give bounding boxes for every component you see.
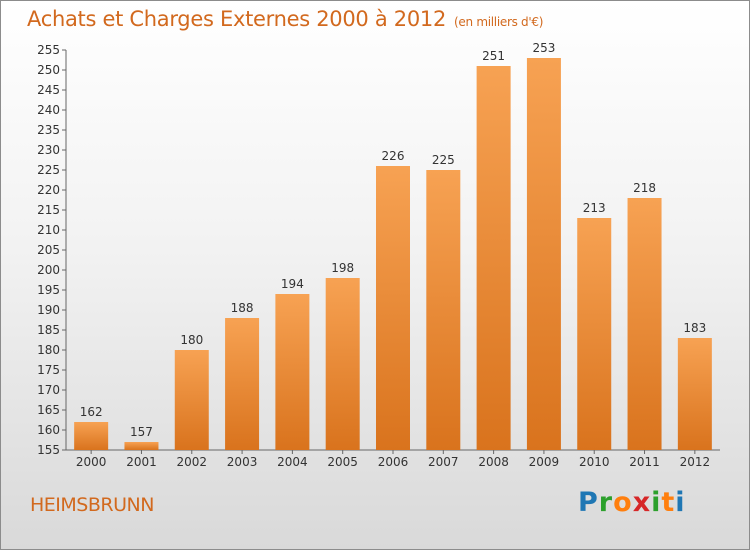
- bar: [426, 170, 461, 450]
- data-label: 162: [80, 405, 103, 419]
- y-tick-label: 155: [37, 443, 60, 457]
- bar: [677, 338, 712, 450]
- chart-title: Achats et Charges Externes 2000 à 2012 (e…: [27, 7, 543, 31]
- y-tick-label: 170: [37, 383, 60, 397]
- brand-logo: Proxiti: [578, 487, 686, 518]
- brand-letter: x: [632, 487, 652, 518]
- data-label: 226: [382, 149, 405, 163]
- x-tick-label: 2011: [629, 455, 660, 469]
- bar: [526, 58, 561, 450]
- title-text: Achats et Charges Externes 2000 à 2012: [27, 7, 447, 31]
- commune-name: HEIMSBRUNN: [30, 494, 154, 516]
- x-tick-label: 2004: [277, 455, 308, 469]
- x-tick-label: 2000: [76, 455, 107, 469]
- data-label: 213: [583, 201, 606, 215]
- x-tick-label: 2003: [227, 455, 258, 469]
- data-label: 218: [633, 181, 656, 195]
- bar: [74, 422, 109, 450]
- bar: [124, 442, 159, 450]
- y-tick-label: 225: [37, 163, 60, 177]
- x-tick-label: 2005: [327, 455, 358, 469]
- brand-letter: t: [661, 487, 676, 518]
- y-tick-label: 230: [37, 143, 60, 157]
- y-tick-label: 200: [37, 263, 60, 277]
- bar: [476, 66, 511, 450]
- brand-letter: i: [651, 487, 662, 518]
- data-label: 225: [432, 153, 455, 167]
- x-tick-label: 2007: [428, 455, 459, 469]
- x-tick-label: 2012: [680, 455, 711, 469]
- x-tick-label: 2008: [478, 455, 509, 469]
- brand-letter: r: [598, 487, 614, 518]
- y-tick-label: 215: [37, 203, 60, 217]
- bar: [174, 350, 209, 450]
- x-tick-label: 2001: [126, 455, 157, 469]
- bar: [275, 294, 310, 450]
- data-label: 194: [281, 277, 304, 291]
- y-tick-label: 165: [37, 403, 60, 417]
- bar: [627, 198, 662, 450]
- x-tick-label: 2010: [579, 455, 610, 469]
- y-tick-label: 235: [37, 123, 60, 137]
- y-tick-label: 185: [37, 323, 60, 337]
- data-label: 188: [231, 301, 254, 315]
- bar: [325, 278, 360, 450]
- brand-letter: o: [613, 487, 633, 518]
- y-tick-label: 195: [37, 283, 60, 297]
- y-tick-label: 205: [37, 243, 60, 257]
- x-tick-label: 2006: [378, 455, 409, 469]
- data-label: 183: [683, 321, 706, 335]
- data-label: 157: [130, 425, 153, 439]
- brand-letter: P: [578, 487, 599, 518]
- bar: [577, 218, 612, 450]
- y-tick-label: 160: [37, 423, 60, 437]
- data-label: 198: [331, 261, 354, 275]
- y-tick-label: 255: [37, 43, 60, 57]
- y-tick-label: 175: [37, 363, 60, 377]
- x-tick-label: 2009: [529, 455, 560, 469]
- title-unit: (en milliers d'€): [454, 15, 544, 29]
- bar: [225, 318, 260, 450]
- data-label: 253: [532, 41, 555, 55]
- y-tick-label: 245: [37, 83, 60, 97]
- y-tick-label: 190: [37, 303, 60, 317]
- y-tick-label: 240: [37, 103, 60, 117]
- brand-letter: i: [675, 487, 686, 518]
- data-label: 251: [482, 49, 505, 63]
- bar: [376, 166, 410, 450]
- y-tick-label: 250: [37, 63, 60, 77]
- y-tick-label: 210: [37, 223, 60, 237]
- x-tick-label: 2002: [176, 455, 207, 469]
- data-label: 180: [180, 333, 203, 347]
- y-tick-label: 180: [37, 343, 60, 357]
- y-tick-label: 220: [37, 183, 60, 197]
